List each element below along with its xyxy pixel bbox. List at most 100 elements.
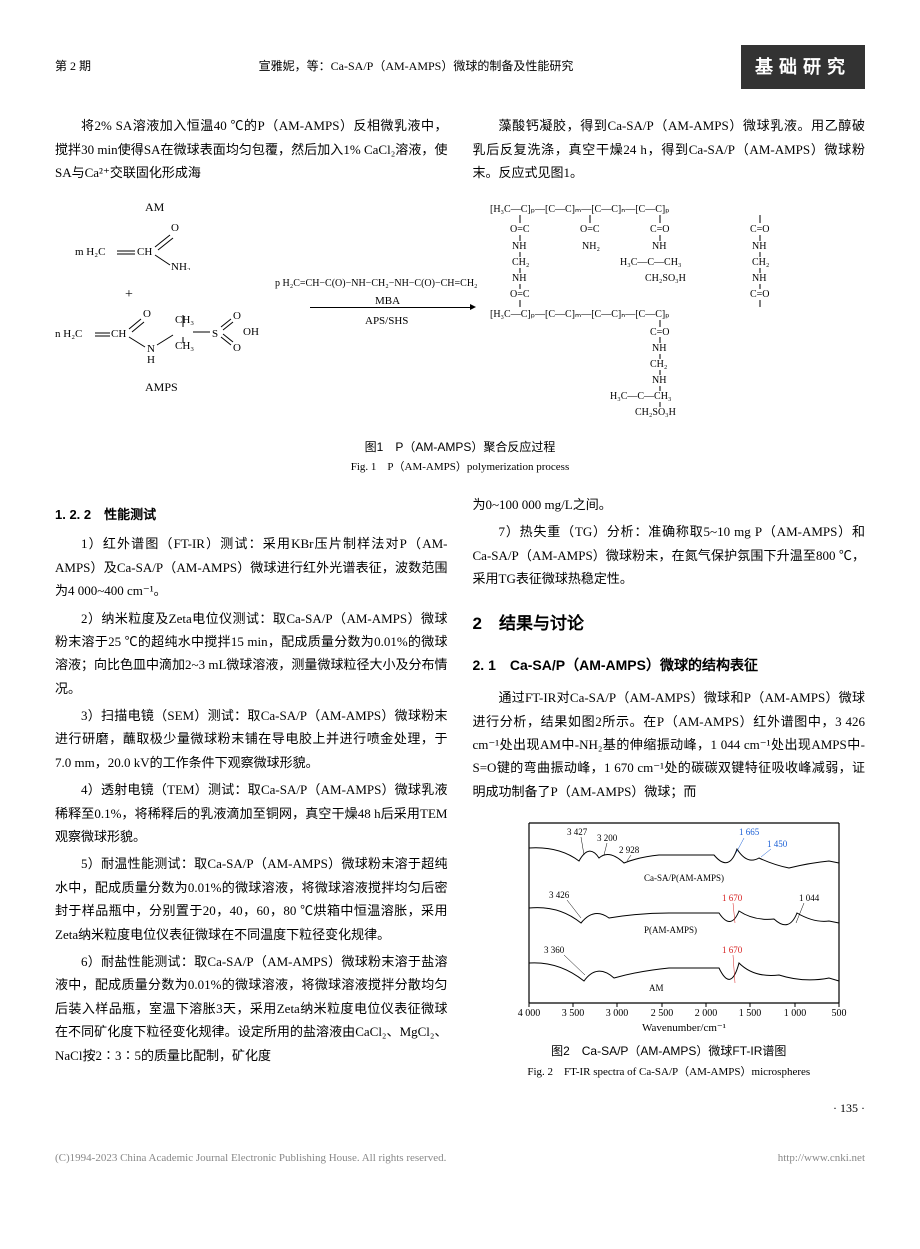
- test-5: 5）耐温性能测试：取Ca-SA/P（AM-AMPS）微球粉末溶于超纯水中，配成质…: [55, 852, 448, 946]
- svg-text:1 665: 1 665: [739, 827, 760, 837]
- plus-symbol: +: [125, 282, 133, 307]
- svg-text:NH: NH: [752, 241, 766, 252]
- svg-text:CH₂: CH₂: [650, 359, 667, 370]
- reaction-scheme-figure: AM m H₂C CH O NH₂ + n H₂C CH O N H CH₃ C…: [55, 197, 865, 427]
- svg-text:4 000: 4 000: [518, 1008, 541, 1019]
- mba-label: MBA: [375, 292, 400, 312]
- svg-text:C=O: C=O: [650, 224, 670, 235]
- left-column: 1. 2. 2 性能测试 1）红外谱图（FT-IR）测试：采用KBr压片制样法对…: [55, 493, 448, 1083]
- svg-text:NH₂: NH₂: [171, 261, 191, 270]
- test-6-cont: 为0~100 000 mg/L之间。: [473, 493, 866, 516]
- svg-text:CH₃: CH₃: [175, 340, 194, 352]
- section-2-1-para: 通过FT-IR对Ca-SA/P（AM-AMPS）微球和P（AM-AMPS）微球进…: [473, 686, 866, 803]
- svg-text:O=C: O=C: [510, 224, 530, 235]
- svg-text:O=C: O=C: [510, 289, 530, 300]
- svg-text:[H₃C—C]ₚ—[C—C]ₘ—[C—C]ₙ—[C—C]ₚ: [H₃C—C]ₚ—[C—C]ₘ—[C—C]ₙ—[C—C]ₚ: [490, 204, 670, 215]
- svg-text:2 500: 2 500: [651, 1008, 674, 1019]
- svg-text:H: H: [147, 354, 155, 366]
- svg-text:1 000: 1 000: [784, 1008, 807, 1019]
- fig2-caption-cn: 图2 Ca-SA/P（AM-AMPS）微球FT-IR谱图: [473, 1041, 866, 1063]
- ftir-spectrum-svg: 4 000 3 500 3 000 2 500 2 000 1 500 1 00…: [489, 813, 849, 1033]
- section-badge: 基础研究: [741, 45, 865, 89]
- svg-text:CH: CH: [111, 328, 126, 340]
- intro-paragraph: 将2% SA溶液加入恒温40 ℃的P（AM-AMPS）反相微乳液中，搅拌30 m…: [55, 114, 865, 184]
- svg-text:1 450: 1 450: [767, 839, 788, 849]
- fig2-caption-en: Fig. 2 FT-IR spectra of Ca-SA/P（AM-AMPS）…: [473, 1063, 866, 1083]
- ftir-chart: 4 000 3 500 3 000 2 500 2 000 1 500 1 00…: [489, 813, 849, 1033]
- test-4: 4）透射电镜（TEM）测试：取Ca-SA/P（AM-AMPS）微球乳液稀释至0.…: [55, 778, 448, 848]
- svg-text:3 000: 3 000: [606, 1008, 629, 1019]
- intro-right: 藻酸钙凝胶，得到Ca-SA/P（AM-AMPS）微球乳液。用乙醇破乳后反复洗涤，…: [473, 114, 866, 184]
- svg-text:1 670: 1 670: [722, 945, 743, 955]
- svg-text:500: 500: [831, 1008, 846, 1019]
- svg-text:AM: AM: [649, 983, 664, 993]
- svg-text:3 360: 3 360: [544, 945, 565, 955]
- svg-text:CH₂SO₃H: CH₂SO₃H: [645, 273, 686, 284]
- svg-text:OH: OH: [243, 326, 259, 338]
- svg-text:H₃C—C—CH₃: H₃C—C—CH₃: [620, 257, 681, 268]
- right-column: 为0~100 000 mg/L之间。 7）热失重（TG）分析：准确称取5~10 …: [473, 493, 866, 1083]
- running-title: 宣雅妮，等：Ca-SA/P（AM-AMPS）微球的制备及性能研究: [91, 56, 741, 78]
- svg-text:O: O: [143, 308, 151, 320]
- test-2: 2）纳米粒度及Zeta电位仪测试：取Ca-SA/P（AM-AMPS）微球粉末溶于…: [55, 607, 448, 701]
- svg-text:1 670: 1 670: [722, 893, 743, 903]
- svg-text:CH: CH: [137, 246, 152, 258]
- fig1-caption-cn: 图1 P（AM-AMPS）聚合反应过程: [55, 437, 865, 459]
- svg-text:Ca-SA/P(AM-AMPS): Ca-SA/P(AM-AMPS): [644, 873, 724, 883]
- svg-text:m H₂C: m H₂C: [75, 246, 105, 258]
- svg-text:O: O: [171, 222, 179, 234]
- svg-text:C=O: C=O: [650, 327, 670, 338]
- fig1-caption-en: Fig. 1 P（AM-AMPS）polymerization process: [55, 458, 865, 478]
- svg-text:3 426: 3 426: [549, 890, 570, 900]
- body-columns: 1. 2. 2 性能测试 1）红外谱图（FT-IR）测试：采用KBr压片制样法对…: [55, 493, 865, 1083]
- svg-text:NH: NH: [652, 241, 666, 252]
- svg-text:3 500: 3 500: [562, 1008, 585, 1019]
- svg-text:P(AM-AMPS): P(AM-AMPS): [644, 925, 697, 935]
- amps-label: AMPS: [145, 377, 178, 399]
- test-1: 1）红外谱图（FT-IR）测试：采用KBr压片制样法对P（AM-AMPS）及Ca…: [55, 532, 448, 602]
- svg-text:NH: NH: [652, 375, 666, 386]
- footer: (C)1994-2023 China Academic Journal Elec…: [55, 1149, 865, 1169]
- svg-text:1 500: 1 500: [739, 1008, 762, 1019]
- svg-text:NH: NH: [512, 241, 526, 252]
- svg-text:NH₂: NH₂: [582, 241, 600, 252]
- svg-text:C=O: C=O: [750, 289, 770, 300]
- svg-text:NH: NH: [752, 273, 766, 284]
- intro-left: 将2% SA溶液加入恒温40 ℃的P（AM-AMPS）反相微乳液中，搅拌30 m…: [55, 114, 448, 184]
- test-7: 7）热失重（TG）分析：准确称取5~10 mg P（AM-AMPS）和Ca-SA…: [473, 520, 866, 590]
- am-structure-icon: m H₂C CH O NH₂: [75, 215, 225, 270]
- svg-text:Wavenumber/cm⁻¹: Wavenumber/cm⁻¹: [642, 1022, 726, 1033]
- svg-text:1 044: 1 044: [799, 893, 820, 903]
- svg-text:C=O: C=O: [750, 224, 770, 235]
- svg-text:3 200: 3 200: [597, 833, 618, 843]
- footer-url: http://www.cnki.net: [778, 1149, 865, 1169]
- aps-label: APS/SHS: [365, 312, 408, 332]
- arrow-head-icon: [470, 304, 476, 310]
- test-3: 3）扫描电镜（SEM）测试：取Ca-SA/P（AM-AMPS）微球粉末进行研磨，…: [55, 704, 448, 774]
- svg-text:NH: NH: [652, 343, 666, 354]
- section-2-title: 2 结果与讨论: [473, 609, 866, 640]
- svg-text:3 427: 3 427: [567, 827, 588, 837]
- svg-text:2 928: 2 928: [619, 845, 640, 855]
- svg-text:NH: NH: [512, 273, 526, 284]
- mba-structure: p H₂C=CH−C(O)−NH−CH₂−NH−C(O)−CH=CH₂: [275, 275, 478, 293]
- svg-text:n H₂C: n H₂C: [55, 328, 82, 340]
- section-1-2-2-title: 1. 2. 2 性能测试: [55, 503, 448, 526]
- svg-text:[H₃C—C]ₚ—[C—C]ₘ—[C—C]ₙ—[C—C]ₚ: [H₃C—C]ₚ—[C—C]ₘ—[C—C]ₙ—[C—C]ₚ: [490, 309, 670, 320]
- svg-text:2 000: 2 000: [695, 1008, 718, 1019]
- polymer-structure-icon: [H₃C—C]ₚ—[C—C]ₘ—[C—C]ₙ—[C—C]ₚ O=C O=C C=…: [490, 197, 870, 427]
- section-2-1-title: 2. 1 Ca-SA/P（AM-AMPS）微球的结构表征: [473, 653, 866, 678]
- svg-text:CH₂: CH₂: [512, 257, 529, 268]
- page-header: 第 2 期 宣雅妮，等：Ca-SA/P（AM-AMPS）微球的制备及性能研究 基…: [55, 45, 865, 89]
- footer-copyright: (C)1994-2023 China Academic Journal Elec…: [55, 1149, 446, 1169]
- issue-number: 第 2 期: [55, 56, 91, 78]
- svg-text:S: S: [212, 328, 218, 340]
- svg-text:H₃C—C—CH₃: H₃C—C—CH₃: [610, 391, 671, 402]
- page-number: · 135 ·: [55, 1098, 865, 1120]
- svg-text:O: O: [233, 310, 241, 322]
- svg-text:CH₂SO₃H: CH₂SO₃H: [635, 407, 676, 418]
- svg-text:CH₂: CH₂: [752, 257, 769, 268]
- svg-text:O: O: [233, 342, 241, 354]
- svg-text:CH₃: CH₃: [175, 314, 194, 326]
- test-6: 6）耐盐性能测试：取Ca-SA/P（AM-AMPS）微球粉末溶于盐溶液中，配成质…: [55, 950, 448, 1067]
